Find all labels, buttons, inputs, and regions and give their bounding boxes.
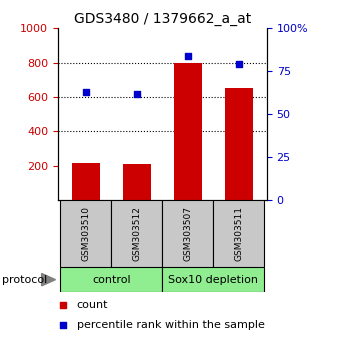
Bar — [225, 88, 253, 200]
Title: GDS3480 / 1379662_a_at: GDS3480 / 1379662_a_at — [74, 12, 251, 26]
Bar — [72, 163, 100, 200]
Polygon shape — [41, 273, 55, 286]
FancyBboxPatch shape — [214, 200, 265, 267]
Text: GSM303511: GSM303511 — [234, 206, 243, 261]
Text: GSM303510: GSM303510 — [81, 206, 90, 261]
FancyBboxPatch shape — [61, 267, 163, 292]
Text: control: control — [92, 275, 131, 285]
Text: count: count — [77, 300, 108, 310]
Point — [236, 62, 242, 67]
Point — [83, 89, 89, 95]
FancyBboxPatch shape — [163, 200, 214, 267]
Point — [60, 302, 65, 308]
Text: GSM303507: GSM303507 — [183, 206, 192, 261]
Bar — [174, 63, 202, 200]
Text: protocol: protocol — [2, 275, 47, 285]
Point — [60, 322, 65, 328]
Text: percentile rank within the sample: percentile rank within the sample — [77, 320, 265, 330]
Text: GSM303512: GSM303512 — [132, 206, 141, 261]
Point — [134, 91, 140, 96]
FancyBboxPatch shape — [112, 200, 163, 267]
Text: Sox10 depletion: Sox10 depletion — [168, 275, 258, 285]
FancyBboxPatch shape — [163, 267, 265, 292]
Point — [185, 53, 191, 59]
FancyBboxPatch shape — [61, 200, 112, 267]
Bar — [123, 164, 151, 200]
